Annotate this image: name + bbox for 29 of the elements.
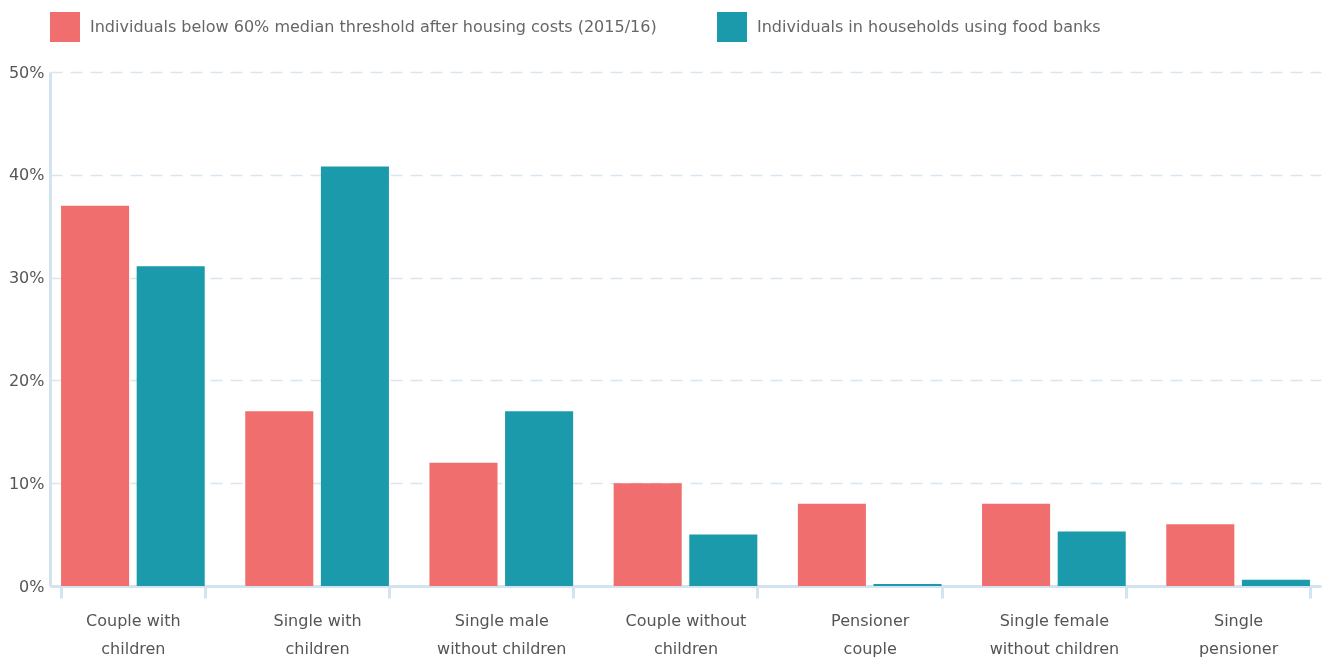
legend-label: Individuals below 60% median threshold after housing costs (2015/16) <box>90 17 657 36</box>
bar <box>797 503 866 586</box>
y-tick-label: 50% <box>8 62 45 82</box>
x-tick-label: Couple with children <box>86 610 181 658</box>
x-tick-label: Pensioner couple <box>831 610 910 658</box>
bar <box>505 411 574 586</box>
y-tick-label: 0% <box>19 576 45 596</box>
x-tick-label: Single pensioner <box>1198 610 1279 658</box>
y-tick-label: 30% <box>8 268 45 288</box>
y-tick-label: 20% <box>8 370 45 390</box>
y-tick-label: 10% <box>8 473 45 493</box>
bar <box>429 462 498 586</box>
bar <box>1166 524 1235 586</box>
bar <box>1241 579 1310 586</box>
bar <box>982 503 1051 586</box>
y-tick-label: 40% <box>8 165 45 185</box>
bar <box>613 483 682 586</box>
bar <box>61 205 130 586</box>
legend-label: Individuals in households using food banks <box>757 17 1101 36</box>
bar <box>873 583 942 586</box>
x-tick-label: Couple without children <box>625 610 747 658</box>
bar <box>245 411 314 586</box>
bar <box>136 266 205 586</box>
x-tick-label: Single with children <box>273 610 362 658</box>
bar <box>1057 531 1126 586</box>
x-tick-label: Single male without children <box>437 610 567 658</box>
bar <box>689 534 758 586</box>
x-tick-label: Single female without children <box>989 610 1120 658</box>
bar <box>320 166 389 586</box>
